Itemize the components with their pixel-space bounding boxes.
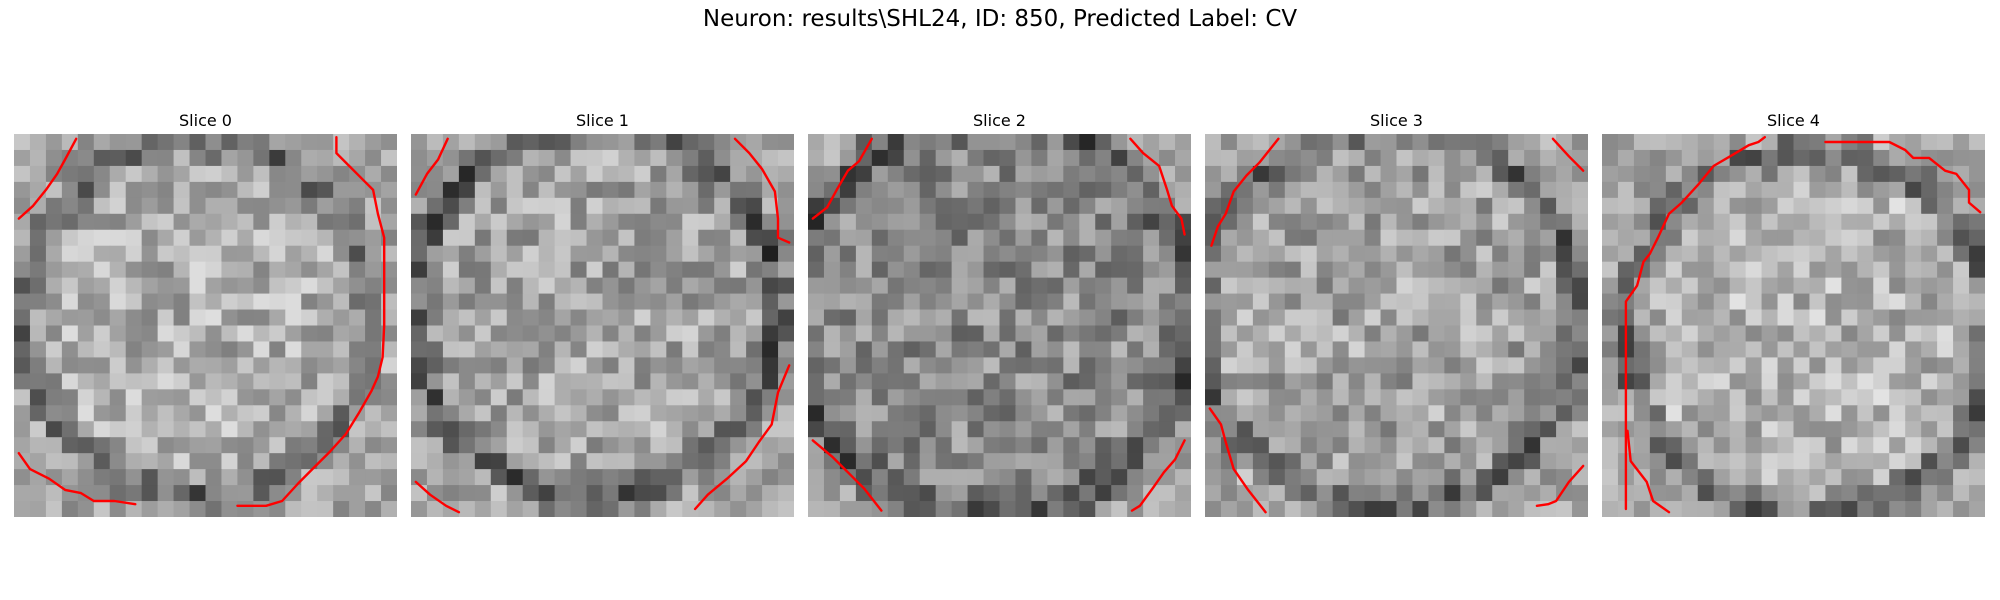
contour-line-3 bbox=[1535, 464, 1585, 507]
pixel-grid bbox=[14, 134, 397, 517]
contour-line-0 bbox=[17, 137, 78, 220]
contour-line-2 bbox=[811, 439, 883, 512]
slice-image-3 bbox=[1205, 134, 1588, 517]
slice-title-2: Slice 2 bbox=[973, 111, 1026, 130]
contour-line-2 bbox=[1208, 407, 1267, 514]
slice-title-4: Slice 4 bbox=[1767, 111, 1820, 130]
pixel-grid bbox=[808, 134, 1191, 517]
contour-line-0 bbox=[1210, 137, 1280, 247]
contour-line-2 bbox=[1626, 429, 1671, 514]
contour-line-1 bbox=[236, 136, 386, 507]
slice-panel-0: Slice 0 bbox=[14, 108, 397, 517]
slice-title-3: Slice 3 bbox=[1370, 111, 1423, 130]
contour-line-3 bbox=[414, 480, 461, 514]
pixel-grid bbox=[411, 134, 794, 517]
contour-line-0 bbox=[811, 137, 873, 220]
slice-image-0 bbox=[14, 134, 397, 517]
pixel-grid bbox=[1602, 134, 1985, 517]
contour-line-2 bbox=[17, 452, 137, 506]
contour-line-1 bbox=[1824, 140, 1982, 214]
pixel-grid bbox=[1205, 134, 1588, 517]
slice-title-1: Slice 1 bbox=[576, 111, 629, 130]
contour-line-3 bbox=[1130, 439, 1186, 512]
slice-image-1 bbox=[411, 134, 794, 517]
slice-panel-4: Slice 4 bbox=[1602, 108, 1985, 517]
contour-line-0 bbox=[1624, 136, 1767, 511]
contour-line-2 bbox=[693, 364, 791, 511]
slice-image-4 bbox=[1602, 134, 1985, 517]
contour-line-1 bbox=[1129, 137, 1186, 236]
contour-line-1 bbox=[1551, 137, 1585, 172]
contour-line-0 bbox=[414, 137, 449, 196]
figure-title: Neuron: results\SHL24, ID: 850, Predicte… bbox=[702, 6, 1298, 32]
slice-image-2 bbox=[808, 134, 1191, 517]
slice-panel-1: Slice 1 bbox=[411, 108, 794, 517]
slice-panel-3: Slice 3 bbox=[1205, 108, 1588, 517]
slice-title-0: Slice 0 bbox=[179, 111, 232, 130]
slice-panel-2: Slice 2 bbox=[808, 108, 1191, 517]
contour-line-1 bbox=[733, 137, 791, 244]
